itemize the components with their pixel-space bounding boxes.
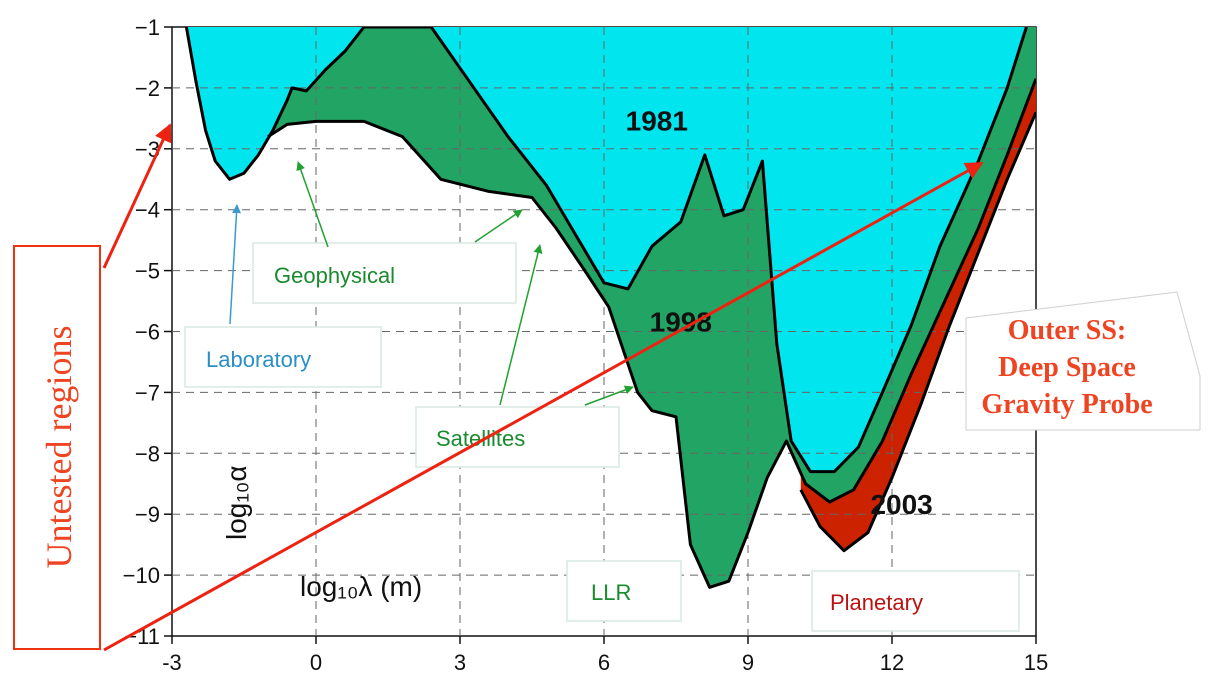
satellites-arrow-right xyxy=(584,385,634,406)
outer-ss-note: Outer SS: Deep Space Gravity Probe xyxy=(965,291,1201,431)
curve-1981 xyxy=(184,27,1028,474)
y-tick-label: −4 xyxy=(135,198,160,223)
laboratory-box: Laboratory xyxy=(184,326,382,388)
y-tick-label: −10 xyxy=(123,563,160,588)
y-tick-label: −7 xyxy=(135,380,160,405)
year-labels: 1981 1998 2003 xyxy=(626,106,933,521)
satellites-arrow-up xyxy=(499,244,543,406)
geophysical-label: Geophysical xyxy=(274,263,395,288)
x-tick-label: 0 xyxy=(310,650,322,675)
x-tick-label: 9 xyxy=(742,650,754,675)
untested-arrow-diagonal xyxy=(103,161,984,652)
year-label-1981: 1981 xyxy=(626,106,688,137)
outer-ss-line-2: Deep Space xyxy=(998,352,1136,383)
year-label-2003: 2003 xyxy=(870,489,932,520)
outer-ss-line-1: Outer SS: xyxy=(1008,315,1127,346)
geophysical-arrow-left xyxy=(296,161,329,248)
laboratory-label: Laboratory xyxy=(206,347,311,372)
planetary-label: Planetary xyxy=(830,590,923,615)
satellites-label: Satellites xyxy=(436,426,525,451)
laboratory-arrow xyxy=(229,204,242,325)
outer-ss-line-3: Gravity Probe xyxy=(981,389,1152,420)
planetary-box: Planetary xyxy=(811,570,1020,632)
geophysical-arrow-right xyxy=(474,209,523,243)
year-label-1998: 1998 xyxy=(650,307,712,338)
x-tick-label: -3 xyxy=(162,650,182,675)
y-tick-label: −8 xyxy=(135,441,160,466)
satellites-box: Satellites xyxy=(415,406,620,468)
llr-box: LLR xyxy=(566,560,682,622)
y-axis-ticks: −1−2−3−4−5−6−7−8−9−10−11 xyxy=(123,15,172,649)
x-tick-label: 15 xyxy=(1024,650,1048,675)
untested-regions-label: Untested regions xyxy=(39,326,79,569)
y-tick-label: −9 xyxy=(135,502,160,527)
curve-2003 xyxy=(799,111,1036,553)
curve-outline-layer xyxy=(184,27,1036,589)
x-axis-ticks: -3 0 3 6 9 12 15 xyxy=(162,636,1048,675)
untested-arrow-up xyxy=(102,123,172,269)
y-tick-label: −6 xyxy=(135,320,160,345)
curve-1998 xyxy=(267,78,1036,589)
x-axis-label: log₁₀λ (m) xyxy=(300,571,422,602)
y-axis-label: log₁₀α xyxy=(221,465,252,540)
annotation-arrows xyxy=(229,161,634,406)
y-tick-label: −5 xyxy=(135,259,160,284)
x-tick-label: 6 xyxy=(598,650,610,675)
untested-regions-box: Untested regions xyxy=(13,245,101,650)
y-tick-label: −1 xyxy=(135,15,160,40)
x-tick-label: 3 xyxy=(454,650,466,675)
llr-label: LLR xyxy=(591,580,631,605)
y-tick-label: −2 xyxy=(135,76,160,101)
area-1981 xyxy=(186,27,1027,472)
geophysical-box: Geophysical xyxy=(252,242,517,304)
x-tick-label: 12 xyxy=(880,650,904,675)
